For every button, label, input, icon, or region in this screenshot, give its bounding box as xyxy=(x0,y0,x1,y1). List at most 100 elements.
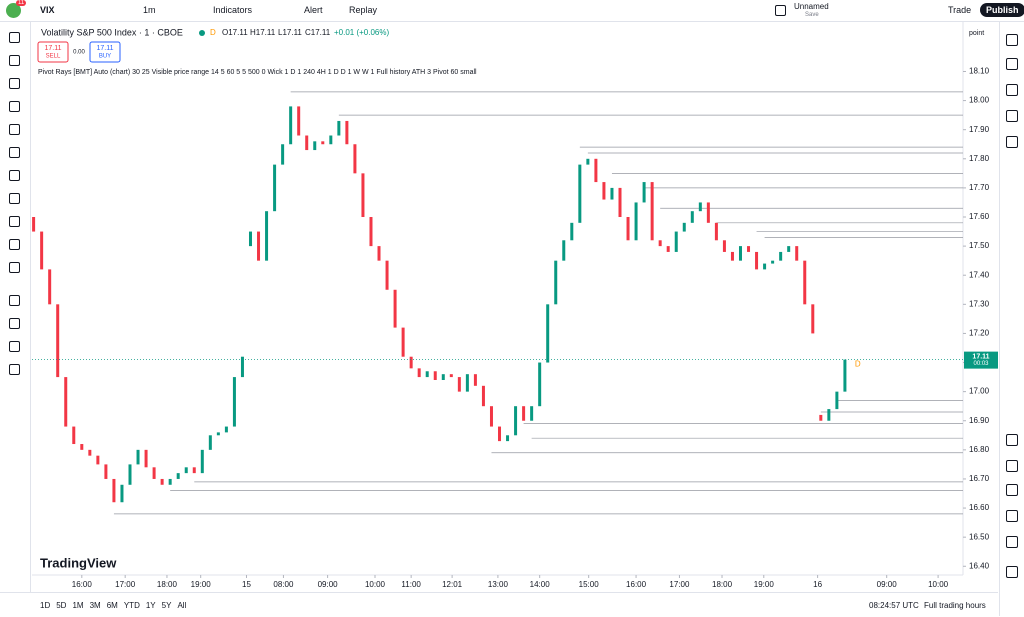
candle-body xyxy=(305,135,309,151)
candle-body xyxy=(232,377,236,427)
candle-body xyxy=(666,246,670,252)
chart-title: Volatility S&P 500 Index · 1 · CBOE xyxy=(41,27,183,37)
tool-icon[interactable] xyxy=(9,262,20,273)
range-button[interactable]: 1Y xyxy=(145,601,156,610)
candle-body xyxy=(722,240,726,252)
candle-body xyxy=(674,231,678,252)
symbol[interactable]: VIX xyxy=(40,5,55,15)
candle-body xyxy=(827,409,831,421)
candle-body xyxy=(755,251,759,270)
candle-body xyxy=(489,406,493,427)
range-button[interactable]: 5Y xyxy=(161,601,172,610)
panel-icon[interactable] xyxy=(1006,110,1018,122)
panel-icon[interactable] xyxy=(1006,58,1018,70)
replay-button[interactable]: Replay xyxy=(349,5,378,15)
tool-icon[interactable] xyxy=(9,101,20,112)
trade-button[interactable]: Trade xyxy=(948,5,972,15)
candle-body xyxy=(257,231,261,261)
tool-icon[interactable] xyxy=(9,32,20,43)
candle-body xyxy=(216,432,220,436)
range-button[interactable]: 1M xyxy=(72,601,84,610)
candle-body xyxy=(441,374,445,380)
candle-body xyxy=(771,260,775,264)
panel-icon[interactable] xyxy=(1006,84,1018,96)
candle-body xyxy=(578,164,582,223)
buy-button[interactable] xyxy=(89,41,121,63)
candle-body xyxy=(425,371,429,378)
panel-icon[interactable] xyxy=(1006,510,1018,522)
legend-close: C17.11 xyxy=(305,28,331,37)
candle-body xyxy=(562,240,566,261)
publish-button[interactable]: Publish xyxy=(980,3,1024,17)
session[interactable]: Full trading hours xyxy=(924,601,986,610)
panel-icon[interactable] xyxy=(1006,136,1018,148)
tool-icon[interactable] xyxy=(9,124,20,135)
x-tick-label: 18:00 xyxy=(712,580,733,589)
spread: 0.00 xyxy=(73,50,85,56)
candle-body xyxy=(401,327,405,357)
candle-body xyxy=(385,260,389,290)
sell-label: SELL xyxy=(46,54,61,60)
candle-body xyxy=(96,455,100,465)
save-label[interactable]: Save xyxy=(805,12,819,18)
x-tick-label: 12:01 xyxy=(442,580,463,589)
y-tick-label: 17.00 xyxy=(969,387,990,396)
tool-icon[interactable] xyxy=(9,55,20,66)
range-button[interactable]: 3M xyxy=(89,601,101,610)
checkbox[interactable] xyxy=(775,5,786,16)
y-tick-label: 18.00 xyxy=(969,96,990,105)
range-button[interactable]: All xyxy=(177,601,187,610)
layout-name[interactable]: Unnamed xyxy=(794,2,829,11)
x-tick-label: 10:00 xyxy=(928,580,949,589)
candle-body xyxy=(618,187,622,218)
indicators-button[interactable]: Indicators xyxy=(213,5,253,15)
scale-mode[interactable]: point xyxy=(969,30,984,37)
legend-low: L17.11 xyxy=(278,28,302,37)
y-tick-label: 17.20 xyxy=(969,329,990,338)
tool-icon[interactable] xyxy=(9,341,20,352)
y-tick-label: 16.50 xyxy=(969,532,990,541)
tool-icon[interactable] xyxy=(9,78,20,89)
candle-body xyxy=(602,182,606,200)
panel-icon[interactable] xyxy=(1006,536,1018,548)
y-tick-label: 16.80 xyxy=(969,445,990,454)
tool-icon[interactable] xyxy=(9,170,20,181)
avatar[interactable] xyxy=(6,3,21,18)
panel-icon[interactable] xyxy=(1006,566,1018,578)
tool-icon[interactable] xyxy=(9,364,20,375)
tool-icon[interactable] xyxy=(9,193,20,204)
alert-button[interactable]: Alert xyxy=(304,5,323,15)
tool-icon[interactable] xyxy=(9,216,20,227)
candle-body xyxy=(433,371,437,380)
candle-body xyxy=(514,406,518,436)
x-tick-label: 10:00 xyxy=(365,580,386,589)
sell-button[interactable] xyxy=(37,41,69,63)
price-tag-countdown: 00:03 xyxy=(973,361,989,367)
candle-body xyxy=(337,120,341,136)
range-button[interactable]: YTD xyxy=(123,601,140,610)
panel-icon[interactable] xyxy=(1006,460,1018,472)
candle-body xyxy=(481,385,485,407)
interval[interactable]: 1m xyxy=(143,5,156,15)
tool-icon[interactable] xyxy=(9,318,20,329)
panel-icon[interactable] xyxy=(1006,34,1018,46)
candle-body xyxy=(811,304,815,334)
tool-icon[interactable] xyxy=(9,295,20,306)
candle-body xyxy=(546,304,550,363)
y-tick-label: 17.60 xyxy=(969,212,990,221)
tool-icon[interactable] xyxy=(9,239,20,250)
candle-body xyxy=(297,106,301,136)
candle-body xyxy=(200,449,204,474)
candle-body xyxy=(72,426,76,445)
y-tick-label: 17.40 xyxy=(969,270,990,279)
range-button[interactable]: 6M xyxy=(106,601,118,610)
range-button[interactable]: 5D xyxy=(56,601,67,610)
candle-body xyxy=(281,144,285,165)
candle-body xyxy=(570,222,574,241)
tool-icon[interactable] xyxy=(9,147,20,158)
x-tick-label: 18:00 xyxy=(157,580,178,589)
panel-icon[interactable] xyxy=(1006,484,1018,496)
candle-body xyxy=(795,246,799,261)
range-button[interactable]: 1D xyxy=(40,601,51,610)
panel-icon[interactable] xyxy=(1006,434,1018,446)
